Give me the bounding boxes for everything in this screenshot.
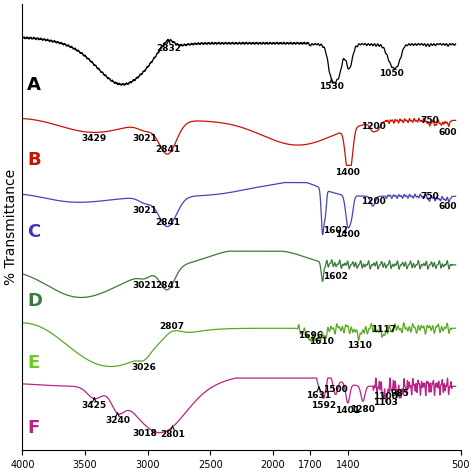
Text: 1610: 1610 bbox=[309, 337, 334, 346]
Text: B: B bbox=[27, 151, 41, 169]
Text: 1401: 1401 bbox=[335, 406, 360, 415]
Text: 600: 600 bbox=[439, 128, 457, 137]
Text: 1200: 1200 bbox=[361, 122, 385, 131]
Text: F: F bbox=[27, 419, 40, 437]
Text: 1310: 1310 bbox=[346, 341, 372, 350]
Text: 3425: 3425 bbox=[82, 398, 107, 410]
Text: 1592: 1592 bbox=[311, 401, 337, 410]
Text: C: C bbox=[27, 223, 41, 241]
Text: 3021: 3021 bbox=[132, 281, 157, 290]
Text: 985: 985 bbox=[391, 389, 409, 398]
Text: 3018: 3018 bbox=[133, 428, 158, 438]
Text: 1280: 1280 bbox=[350, 405, 375, 414]
Text: 1117: 1117 bbox=[371, 325, 396, 334]
Text: 600: 600 bbox=[439, 202, 457, 211]
Text: 1050: 1050 bbox=[379, 69, 404, 78]
Text: 1103: 1103 bbox=[373, 398, 398, 407]
Text: 3429: 3429 bbox=[81, 134, 107, 143]
Text: 1400: 1400 bbox=[336, 230, 360, 239]
Text: 1530: 1530 bbox=[319, 79, 344, 91]
Text: 1602: 1602 bbox=[323, 272, 347, 281]
Text: 3021: 3021 bbox=[132, 134, 157, 143]
Text: 3240: 3240 bbox=[105, 413, 130, 425]
Text: 750: 750 bbox=[420, 116, 438, 125]
Text: 3021: 3021 bbox=[132, 206, 157, 215]
Text: 1100: 1100 bbox=[373, 392, 398, 401]
Text: 1500: 1500 bbox=[323, 385, 348, 394]
Text: A: A bbox=[27, 76, 41, 94]
Text: E: E bbox=[27, 354, 40, 372]
Text: 2801: 2801 bbox=[160, 426, 185, 438]
Text: 1602: 1602 bbox=[323, 226, 347, 235]
Text: 1200: 1200 bbox=[361, 197, 385, 206]
Text: 2832: 2832 bbox=[156, 40, 181, 53]
Text: 2841: 2841 bbox=[155, 146, 180, 155]
Text: 750: 750 bbox=[420, 192, 438, 201]
Y-axis label: % Transmittance: % Transmittance bbox=[4, 169, 18, 285]
Text: 1696: 1696 bbox=[298, 331, 323, 340]
Text: 2807: 2807 bbox=[159, 322, 184, 331]
Text: 1631: 1631 bbox=[307, 387, 331, 400]
Text: 1400: 1400 bbox=[336, 168, 360, 177]
Text: 2841: 2841 bbox=[155, 281, 180, 290]
Text: 2841: 2841 bbox=[155, 218, 180, 227]
Text: 3026: 3026 bbox=[132, 363, 157, 372]
Text: D: D bbox=[27, 292, 42, 310]
